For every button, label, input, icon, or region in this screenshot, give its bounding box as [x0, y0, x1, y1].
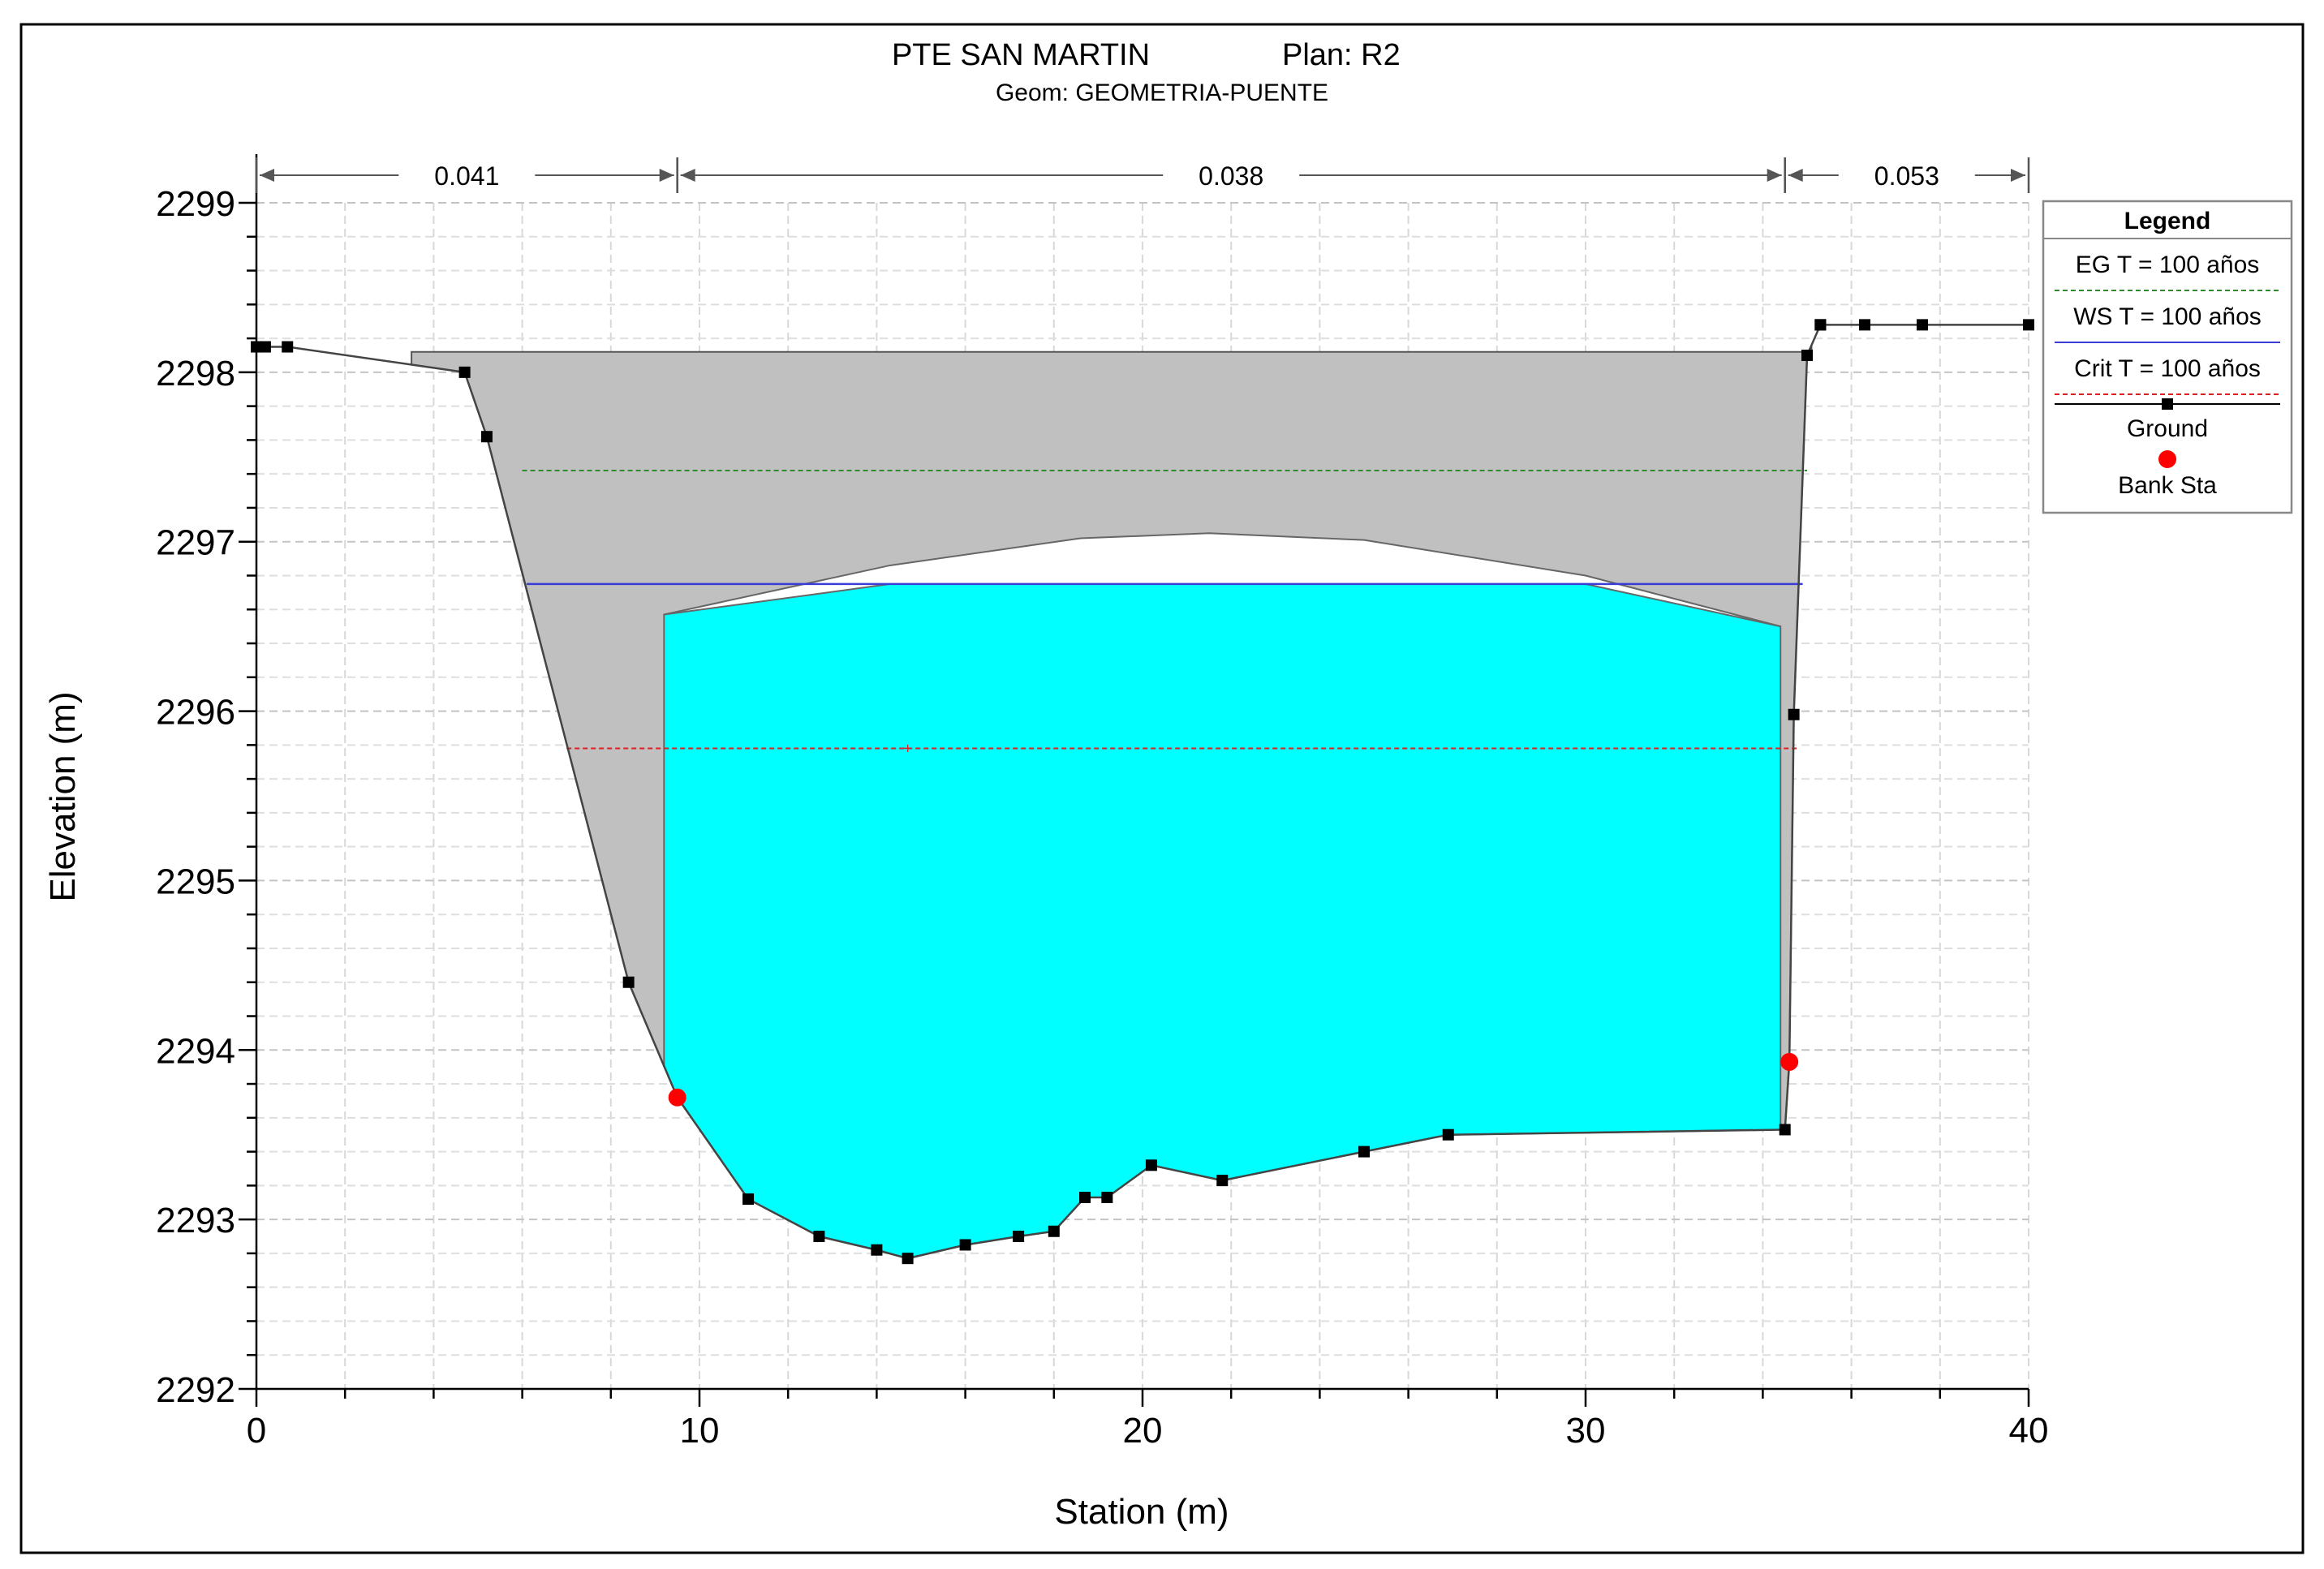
x-tick-label: 20: [1123, 1411, 1163, 1451]
ground-point: [1079, 1191, 1091, 1203]
legend-label: Crit T = 100 años: [2074, 355, 2261, 382]
manning-n-label: 0.041: [434, 161, 499, 191]
y-tick-label: 2295: [156, 862, 235, 901]
legend-label: WS T = 100 años: [2073, 303, 2262, 330]
ground-point: [458, 366, 471, 378]
area-fills: [411, 345, 1813, 1260]
crit-marker: +: [903, 741, 912, 757]
ground-point: [622, 976, 635, 988]
y-tick-label: 2292: [156, 1370, 235, 1410]
y-tick-label: 2297: [156, 523, 235, 563]
ground-point: [282, 341, 294, 353]
legend: Legend EG T = 100 años WS T = 100 años Crit…: [2042, 200, 2293, 514]
bank-station-point: [668, 1088, 686, 1107]
chart-subtitle: Geom: GEOMETRIA-PUENTE: [996, 80, 1328, 106]
ground-point: [959, 1239, 971, 1251]
ground-point: [1442, 1128, 1454, 1141]
ground-point: [1814, 319, 1827, 331]
manning-arrow-head: [2011, 169, 2025, 182]
bridge-opening: [664, 533, 1781, 627]
ground-line: [251, 319, 2034, 1265]
ground-point: [871, 1244, 883, 1256]
legend-label: Bank Sta: [2118, 472, 2217, 499]
chart-plan: Plan: R2: [1282, 38, 1401, 72]
ground-point: [2023, 319, 2034, 331]
ground-polyline: [256, 324, 2029, 1260]
legend-label: EG T = 100 años: [2076, 251, 2260, 278]
x-axis-label: Station (m): [1054, 1492, 1229, 1532]
manning-arrow-head: [260, 169, 274, 182]
ground-point: [1358, 1146, 1370, 1158]
manning-n-bar: 0.041 0.038 0.053: [255, 157, 2030, 193]
x-tick-label: 40: [2009, 1411, 2049, 1451]
legend-swatch-marker: [2162, 398, 2173, 410]
y-axis-label: Elevation (m): [43, 691, 83, 901]
manning-arrow-head: [680, 169, 695, 182]
ground-point: [1145, 1159, 1157, 1171]
ground-point: [480, 431, 493, 443]
x-tick-label: 30: [1566, 1411, 1606, 1451]
ground-point: [259, 341, 271, 353]
y-tick-label: 2293: [156, 1201, 235, 1240]
ground-point: [813, 1231, 825, 1243]
level-lines: +: [522, 469, 1807, 757]
bank-station-point: [1780, 1052, 1799, 1071]
manning-n-label: 0.038: [1199, 161, 1263, 191]
ground-point: [1916, 319, 1928, 331]
ground-point: [1048, 1225, 1060, 1237]
ground-point: [1101, 1191, 1113, 1203]
ground-point: [1801, 349, 1813, 361]
x-tick-label: 0: [247, 1411, 266, 1451]
manning-arrow-head: [1767, 169, 1782, 182]
legend-swatch-dot: [2158, 450, 2176, 468]
manning-arrow-head: [1788, 169, 1803, 182]
y-tick-label: 2298: [156, 354, 235, 393]
bridge-low-chord: [664, 532, 1781, 628]
y-tick-label: 2294: [156, 1031, 235, 1071]
x-axis: 0 10 20 30 40: [247, 1389, 2049, 1451]
legend-label: Ground: [2127, 415, 2208, 442]
chart-title: PTE SAN MARTIN: [892, 38, 1150, 72]
manning-n-label: 0.053: [1874, 161, 1939, 191]
y-axis: 2292 2293 2294 2295 2296 2297 2298 2299: [156, 184, 256, 1410]
manning-arrow-head: [659, 169, 674, 182]
x-tick-label: 10: [680, 1411, 720, 1451]
ground-point: [1858, 319, 1870, 331]
ground-point: [1779, 1124, 1791, 1136]
ground-point: [902, 1253, 914, 1265]
ground-point: [1788, 708, 1800, 720]
legend-title: Legend: [2124, 208, 2211, 234]
ground-point: [1013, 1231, 1025, 1243]
y-tick-label: 2299: [156, 184, 235, 224]
ground-point: [1216, 1175, 1229, 1187]
ground-point: [742, 1193, 755, 1206]
y-tick-label: 2296: [156, 693, 235, 733]
